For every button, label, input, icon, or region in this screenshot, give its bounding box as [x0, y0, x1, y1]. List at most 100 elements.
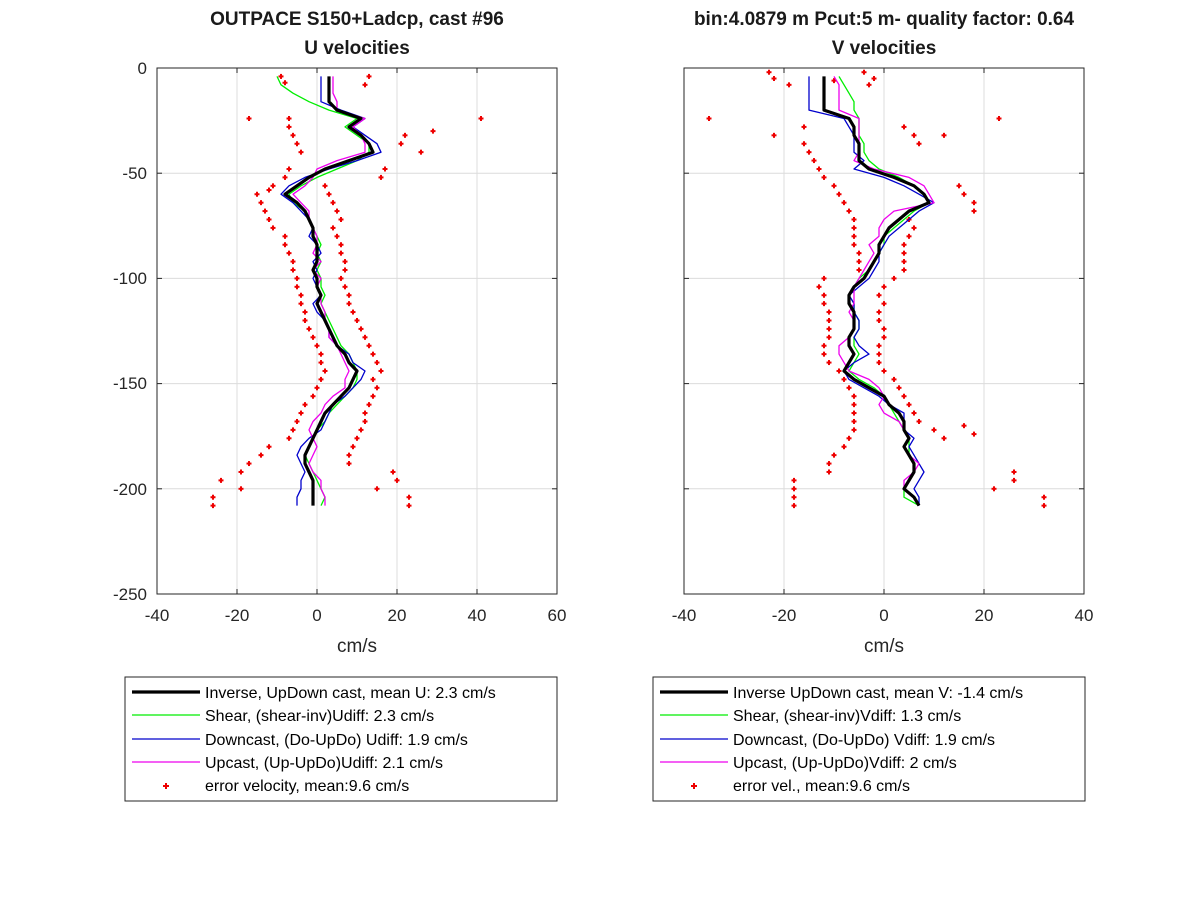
- v-error-point: [901, 393, 907, 399]
- v-error-point: [836, 191, 842, 197]
- v-error-point: [891, 275, 897, 281]
- u-error-point: [390, 469, 396, 475]
- v-error-point: [766, 69, 772, 75]
- v-error-point: [911, 410, 917, 416]
- u-error-point: [370, 376, 376, 382]
- v-x-tick-label: -20: [772, 606, 797, 625]
- u-chart-subtitle: U velocities: [304, 38, 410, 59]
- u-series-upcast-line: [292, 76, 366, 506]
- u-error-point: [314, 385, 320, 391]
- u-error-point: [298, 292, 304, 298]
- u-error-point: [270, 183, 276, 189]
- v-error-point: [906, 233, 912, 239]
- v-error-point: [821, 301, 827, 307]
- v-error-point: [831, 452, 837, 458]
- u-error-point: [354, 317, 360, 323]
- u-error-point: [266, 187, 272, 193]
- v-error-point: [861, 69, 867, 75]
- v-panel: bin:4.0879 m Pcut:5 m- quality factor: 0…: [652, 9, 1093, 802]
- u-error-point: [362, 334, 368, 340]
- u-legend-swatch-error: [163, 783, 169, 789]
- u-error-point: [318, 360, 324, 366]
- v-error-point: [856, 267, 862, 273]
- u-error-point: [294, 141, 300, 147]
- v-error-point: [851, 410, 857, 416]
- u-error-point: [266, 216, 272, 222]
- u-error-point: [362, 82, 368, 88]
- u-error-point: [346, 292, 352, 298]
- v-error-point: [901, 259, 907, 265]
- u-error-point: [322, 368, 328, 374]
- u-y-tick-label: -100: [113, 269, 147, 288]
- v-error-point: [851, 402, 857, 408]
- v-error-point: [1041, 494, 1047, 500]
- v-error-point: [881, 326, 887, 332]
- v-legend-entry-upcast: Upcast, (Up-UpDo)Vdiff: 2 cm/s: [733, 755, 957, 772]
- u-legend-entry-error: error velocity, mean:9.6 cm/s: [205, 778, 409, 795]
- u-error-point: [338, 250, 344, 256]
- u-error-point: [262, 208, 268, 214]
- v-error-point: [851, 418, 857, 424]
- u-error-point: [318, 351, 324, 357]
- v-error-point: [786, 82, 792, 88]
- u-error-point: [298, 149, 304, 155]
- v-error-point: [791, 503, 797, 509]
- v-error-point: [851, 242, 857, 248]
- v-error-point: [831, 183, 837, 189]
- v-error-point: [826, 334, 832, 340]
- u-error-point: [362, 418, 368, 424]
- v-legend-entry-downcast: Downcast, (Do-UpDo) Vdiff: 1.9 cm/s: [733, 732, 995, 749]
- v-error-point: [881, 284, 887, 290]
- u-x-tick-labels: -40 -20 0 20 40 60: [145, 606, 567, 625]
- u-error-point: [366, 343, 372, 349]
- v-error-point: [891, 376, 897, 382]
- u-x-tick-label: 60: [548, 606, 567, 625]
- u-error-point: [370, 393, 376, 399]
- u-error-point: [342, 259, 348, 265]
- u-series-inverse-line: [283, 76, 375, 506]
- v-error-point: [851, 427, 857, 433]
- u-error-point: [302, 402, 308, 408]
- u-error-point: [210, 503, 216, 509]
- v-legend-entry-shear: Shear, (shear-inv)Vdiff: 1.3 cm/s: [733, 708, 961, 725]
- v-error-point: [706, 115, 712, 121]
- v-plot-area: [706, 69, 1047, 509]
- v-error-point: [821, 275, 827, 281]
- u-error-point: [246, 461, 252, 467]
- v-error-point: [826, 317, 832, 323]
- v-x-tick-label: 20: [975, 606, 994, 625]
- u-error-point: [294, 418, 300, 424]
- v-error-point: [961, 423, 967, 429]
- u-grid: [156, 67, 558, 595]
- v-chart-title: bin:4.0879 m Pcut:5 m- quality factor: 0…: [694, 9, 1075, 30]
- u-error-point: [310, 393, 316, 399]
- v-series-downcast-line: [808, 76, 935, 506]
- u-error-point: [238, 486, 244, 492]
- u-error-point: [286, 124, 292, 130]
- v-error-point: [806, 149, 812, 155]
- u-error-point: [330, 200, 336, 206]
- v-error-point: [826, 360, 832, 366]
- v-error-point: [821, 292, 827, 298]
- u-error-point: [290, 427, 296, 433]
- u-error-point: [294, 275, 300, 281]
- v-error-point: [941, 435, 947, 441]
- u-error-point: [346, 461, 352, 467]
- v-error-point: [816, 166, 822, 172]
- v-error-point: [771, 76, 777, 82]
- u-legend-entry-inverse: Inverse, UpDown cast, mean U: 2.3 cm/s: [205, 685, 496, 702]
- v-error-point: [1011, 469, 1017, 475]
- v-error-point: [876, 360, 882, 366]
- v-error-point: [826, 309, 832, 315]
- v-error-point: [901, 242, 907, 248]
- v-error-point: [901, 250, 907, 256]
- u-error-point: [374, 360, 380, 366]
- v-error-point: [956, 183, 962, 189]
- u-error-point: [342, 284, 348, 290]
- v-error-point: [876, 309, 882, 315]
- u-error-point: [418, 149, 424, 155]
- u-error-point: [358, 326, 364, 332]
- u-error-point: [286, 115, 292, 121]
- v-error-point: [971, 431, 977, 437]
- v-error-point: [941, 132, 947, 138]
